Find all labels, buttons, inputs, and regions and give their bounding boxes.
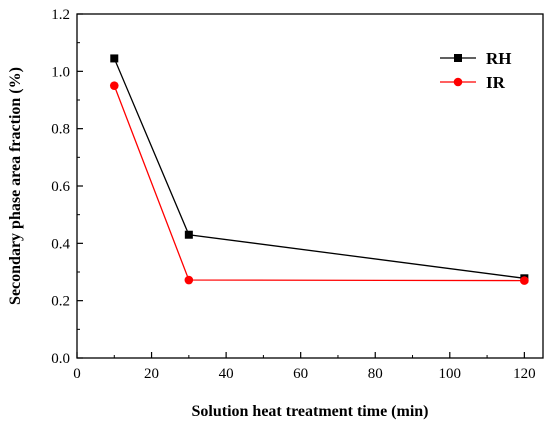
y-axis: 0.0 0.2 0.4 0.6 0.8 1.0 1.2 [51,7,83,367]
y-tick-label: 0.6 [51,179,70,195]
data-point-ir [520,276,529,285]
x-tick-label: 120 [513,366,536,382]
y-tick-label: 0.0 [51,351,70,367]
legend-label-ir: IR [486,73,506,92]
data-point-rh [184,230,193,239]
data-point-ir [109,81,119,90]
x-tick-label: 80 [368,366,383,382]
y-tick-label: 0.2 [51,294,70,310]
y-tick-label: 0.8 [51,122,70,138]
legend: RH IR [440,49,512,92]
legend-marker-rh [454,54,462,62]
series-layer [109,54,529,285]
plot-frame [76,13,544,359]
y-axis-title: Secondary phase area fraction (%) [7,67,24,305]
data-point-ir [184,275,194,285]
y-tick-label: 0.4 [51,236,70,252]
data-point-rh [110,54,119,63]
legend-marker-ir [453,77,463,87]
x-tick-label: 40 [219,366,234,382]
x-tick-label: 20 [144,366,159,382]
x-axis-title: Solution heat treatment time (min) [192,403,429,420]
y-tick-label: 1.0 [51,64,70,80]
x-tick-label: 100 [439,366,462,382]
y-tick-label: 1.2 [51,7,70,23]
x-axis: 0 20 40 60 80 100 120 [73,352,536,382]
legend-label-rh: RH [486,49,512,68]
x-tick-label: 0 [73,366,81,382]
x-tick-label: 60 [293,366,308,382]
